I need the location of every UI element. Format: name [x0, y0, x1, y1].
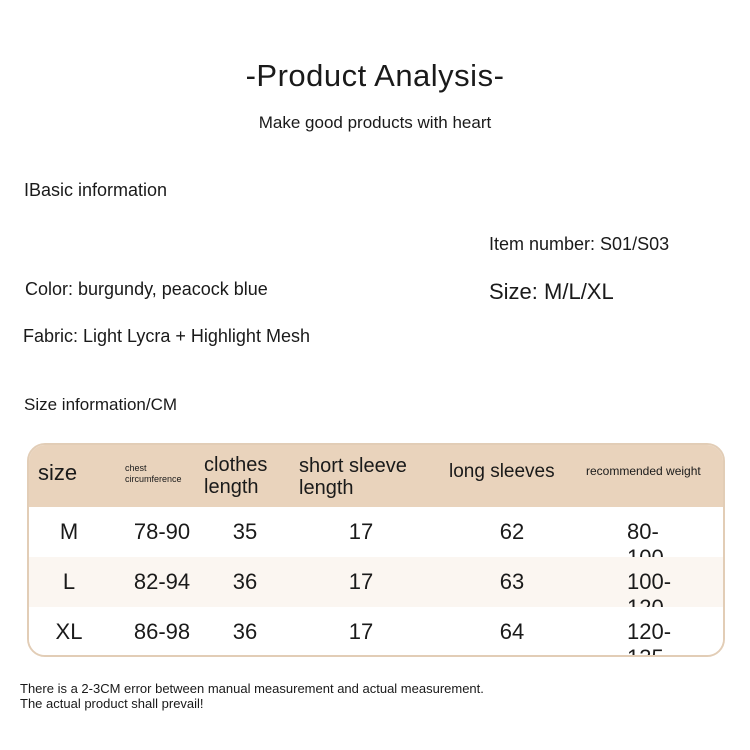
page-subtitle: Make good products with heart	[258, 113, 492, 132]
col-clothes-line1: clothes	[204, 454, 268, 476]
col-short-sleeve: short sleeve length	[299, 455, 407, 499]
basic-info-heading: IBasic information	[24, 180, 168, 200]
table-header: size chest circumference clothes length sh…	[29, 445, 723, 507]
cell-chest: 82-94	[133, 569, 191, 594]
table-row: XL 86-98 36 17 64 120-135	[29, 607, 723, 655]
cell-size: XL	[55, 619, 83, 644]
note-line-2: The actual product shall prevail!	[20, 696, 204, 711]
col-chest-line2: circumference	[125, 474, 182, 484]
cell-long-sleeves: 64	[499, 619, 525, 644]
cell-short-sleeve: 17	[348, 519, 374, 544]
cell-short-sleeve: 17	[348, 569, 374, 594]
cell-weight: 120-135	[627, 619, 672, 655]
size-info: Size: M/L/XL	[489, 279, 614, 304]
measurement-note: There is a 2-3CM error between manual me…	[20, 681, 484, 711]
col-size: size	[38, 460, 78, 485]
table-row: M 78-90 35 17 62 80-100	[29, 507, 723, 570]
col-short-line2: length	[299, 477, 354, 499]
cell-chest: 78-90	[133, 519, 191, 544]
col-chest-line1: chest	[125, 463, 147, 473]
size-table: size chest circumference clothes length sh…	[27, 443, 725, 657]
cell-chest: 86-98	[133, 619, 191, 644]
col-chest: chest circumference	[125, 463, 182, 485]
cell-long-sleeves: 62	[499, 519, 525, 544]
color-info: Color: burgundy, peacock blue	[25, 279, 268, 299]
table-row: L 82-94 36 17 63 100-120	[29, 557, 723, 620]
col-clothes-length: clothes length	[204, 454, 267, 498]
cell-size: L	[62, 569, 76, 594]
cell-clothes-length: 36	[232, 619, 258, 644]
fabric-info: Fabric: Light Lycra + Highlight Mesh	[23, 326, 310, 346]
col-long-sleeves: long sleeves	[449, 461, 555, 482]
cell-size: M	[59, 519, 79, 544]
cell-long-sleeves: 63	[499, 569, 525, 594]
item-number: Item number: S01/S03	[489, 234, 670, 254]
cell-clothes-length: 35	[232, 519, 258, 544]
note-line-1: There is a 2-3CM error between manual me…	[20, 681, 484, 696]
page-title: -Product Analysis-	[245, 58, 505, 93]
col-clothes-line2: length	[204, 476, 259, 498]
cell-short-sleeve: 17	[348, 619, 374, 644]
col-weight: recommended weight	[586, 464, 701, 478]
cell-clothes-length: 36	[232, 569, 258, 594]
size-info-heading: Size information/CM	[24, 395, 178, 414]
col-short-line1: short sleeve	[299, 455, 407, 477]
